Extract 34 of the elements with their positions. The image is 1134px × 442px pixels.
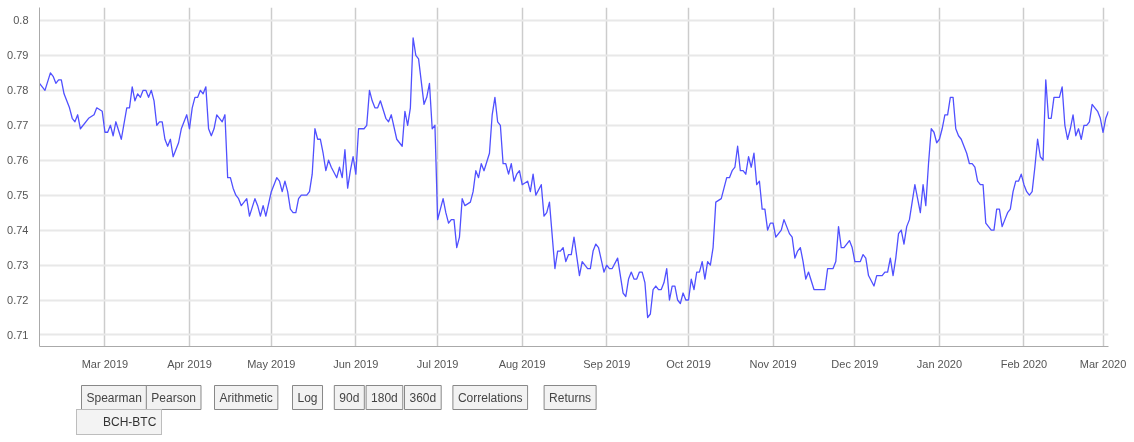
x-tick-label: Dec 2019 bbox=[831, 357, 879, 370]
text: Correlations bbox=[457, 390, 523, 405]
line-series bbox=[39, 37, 1109, 319]
y-tick-label: 0.75 bbox=[7, 189, 29, 202]
y-tick-label: 0.73 bbox=[7, 259, 29, 272]
text: 90d bbox=[339, 390, 360, 405]
x-tick-label: Nov 2019 bbox=[749, 357, 797, 370]
y-tick-label: 0.76 bbox=[7, 154, 29, 167]
x-tick-label: Jul 2019 bbox=[416, 357, 459, 370]
x-tick-label: Oct 2019 bbox=[666, 357, 711, 370]
text: Pearson bbox=[151, 390, 196, 405]
x-tick-label: Mar 2020 bbox=[1079, 357, 1127, 370]
x-tick-label: Jan 2020 bbox=[916, 357, 963, 370]
text: BCH-BTC bbox=[103, 415, 157, 429]
x-tick-label: Jun 2019 bbox=[333, 357, 379, 370]
text: Log bbox=[297, 390, 318, 405]
y-tick-label: 0.78 bbox=[7, 84, 29, 97]
y-tick-label: 0.72 bbox=[7, 294, 29, 307]
x-tick-label: May 2019 bbox=[247, 357, 296, 370]
y-tick-label: 0.8 bbox=[13, 14, 29, 27]
x-tick-label: Mar 2019 bbox=[81, 357, 129, 370]
text: Arithmetic bbox=[219, 390, 273, 405]
text: Returns bbox=[549, 390, 592, 405]
x-tick-label: Apr 2019 bbox=[167, 357, 212, 370]
x-tick-label: Aug 2019 bbox=[498, 357, 546, 370]
text: Spearman bbox=[86, 390, 142, 405]
text: 360d bbox=[409, 390, 437, 405]
y-tick-label: 0.79 bbox=[7, 49, 29, 62]
y-tick-label: 0.74 bbox=[7, 224, 29, 237]
x-tick-label: Sep 2019 bbox=[583, 357, 631, 370]
x-tick-label: Feb 2020 bbox=[1000, 357, 1048, 370]
y-tick-label: 0.71 bbox=[7, 328, 29, 341]
y-tick-label: 0.77 bbox=[7, 119, 29, 132]
text: 180d bbox=[371, 390, 398, 405]
